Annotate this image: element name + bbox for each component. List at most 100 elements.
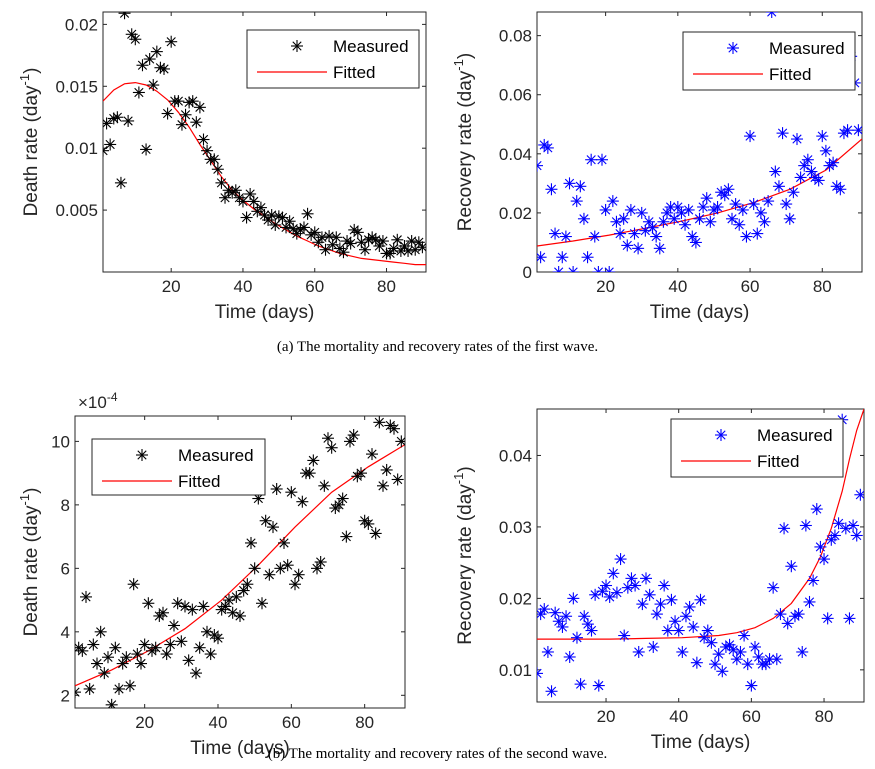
measured-point bbox=[278, 536, 290, 549]
y-tick-label: 0.02 bbox=[65, 15, 98, 34]
measured-point bbox=[114, 176, 127, 189]
measured-point bbox=[237, 584, 250, 597]
measured-point bbox=[671, 201, 684, 213]
measured-point bbox=[380, 463, 393, 476]
measured-point bbox=[798, 159, 811, 172]
y-tick-label: 0.005 bbox=[55, 201, 98, 220]
plot-area bbox=[537, 409, 864, 698]
y-exponent-label: ×10-4 bbox=[78, 390, 118, 412]
x-tick-label: 80 bbox=[355, 713, 374, 732]
measured-point bbox=[366, 231, 379, 244]
measured-point bbox=[120, 651, 133, 664]
measured-point bbox=[91, 657, 103, 670]
measured-point bbox=[776, 127, 789, 140]
measured-point bbox=[160, 648, 173, 661]
measured-point bbox=[391, 473, 404, 486]
measured-point bbox=[143, 53, 156, 66]
measured-point bbox=[618, 629, 631, 642]
measured-point bbox=[599, 203, 612, 216]
measured-point bbox=[642, 215, 655, 228]
measured-point bbox=[376, 235, 389, 248]
measured-point bbox=[336, 492, 349, 505]
measured-point bbox=[161, 107, 174, 120]
measured-point bbox=[538, 603, 551, 616]
y-tick-label: 6 bbox=[61, 559, 70, 578]
measured-point bbox=[549, 227, 562, 240]
measured-point bbox=[318, 479, 331, 492]
y-tick-label: 0.01 bbox=[65, 139, 98, 158]
measured-point bbox=[186, 95, 199, 108]
measured-point bbox=[157, 606, 169, 619]
legend: Measured Fitted bbox=[91, 438, 266, 496]
measured-point bbox=[600, 579, 613, 592]
measured-point bbox=[781, 617, 794, 630]
measured-point bbox=[76, 644, 89, 657]
y-axis-label: Recovery rate (day-1) bbox=[451, 466, 476, 644]
measured-point bbox=[783, 212, 796, 225]
measured-point bbox=[102, 651, 114, 664]
measured-point bbox=[256, 597, 268, 610]
measured-point bbox=[807, 574, 820, 587]
plot-area bbox=[103, 12, 426, 266]
measured-point bbox=[704, 215, 717, 228]
measured-point bbox=[751, 227, 764, 240]
measured-point bbox=[738, 629, 751, 642]
measured-point bbox=[103, 144, 109, 157]
measured-point bbox=[362, 517, 375, 530]
measured-point bbox=[801, 153, 814, 166]
measured-point bbox=[727, 643, 740, 656]
measured-point bbox=[165, 35, 178, 48]
legend-label-fitted: Fitted bbox=[757, 452, 800, 471]
measured-point bbox=[705, 636, 718, 649]
measured-point bbox=[175, 118, 188, 131]
measured-point bbox=[391, 233, 404, 246]
measured-point bbox=[208, 153, 221, 166]
legend: Measured Fitted bbox=[670, 418, 844, 478]
y-tick-label: 0.015 bbox=[55, 77, 98, 96]
measured-point bbox=[355, 467, 367, 480]
x-axis-label: Time (days) bbox=[215, 302, 315, 323]
measured-point bbox=[664, 201, 677, 213]
measured-point bbox=[398, 240, 411, 252]
y-tick-label: 0.02 bbox=[499, 204, 532, 223]
measured-point bbox=[80, 590, 92, 603]
measured-point bbox=[362, 233, 375, 246]
measured-point bbox=[787, 186, 800, 199]
measured-point bbox=[661, 206, 673, 219]
measured-point bbox=[395, 435, 405, 448]
measured-point bbox=[812, 174, 825, 187]
measured-point bbox=[733, 218, 746, 231]
measured-point bbox=[333, 498, 345, 511]
chart-wave2-recovery: 20 40 60 80 0.01 0.02 0.03 0.04 Time (days) Recov… bbox=[451, 408, 865, 753]
measured-point bbox=[190, 116, 203, 129]
measured-point bbox=[563, 177, 576, 190]
measured-point bbox=[665, 593, 678, 606]
measured-point bbox=[559, 230, 572, 243]
measured-point bbox=[211, 163, 224, 176]
measured-point bbox=[201, 144, 214, 157]
x-tick-label: 80 bbox=[813, 277, 832, 296]
legend-marker-measured bbox=[291, 40, 303, 52]
measured-point bbox=[340, 530, 353, 543]
measured-point bbox=[552, 266, 565, 272]
measured-point bbox=[772, 180, 785, 193]
measured-point bbox=[240, 211, 253, 224]
measured-point bbox=[87, 638, 100, 651]
measured-point bbox=[778, 522, 791, 535]
measured-point bbox=[230, 590, 243, 603]
measured-point bbox=[303, 467, 316, 480]
measured-point bbox=[215, 176, 228, 189]
measured-point bbox=[614, 227, 627, 240]
measured-point bbox=[142, 597, 155, 610]
measured-point bbox=[541, 645, 554, 658]
chart-wave2-death: 20 40 60 80 2 4 6 8 10 ×10-4 Time (days) Death rate… bbox=[17, 390, 406, 759]
measured-point bbox=[770, 653, 783, 666]
measured-point bbox=[661, 624, 674, 637]
measured-point bbox=[373, 416, 386, 429]
measured-point bbox=[658, 579, 671, 592]
measured-point bbox=[263, 568, 276, 581]
x-tick-label: 20 bbox=[597, 707, 616, 726]
measured-point bbox=[244, 188, 257, 200]
measured-point bbox=[259, 514, 272, 527]
measured-point bbox=[690, 656, 703, 669]
